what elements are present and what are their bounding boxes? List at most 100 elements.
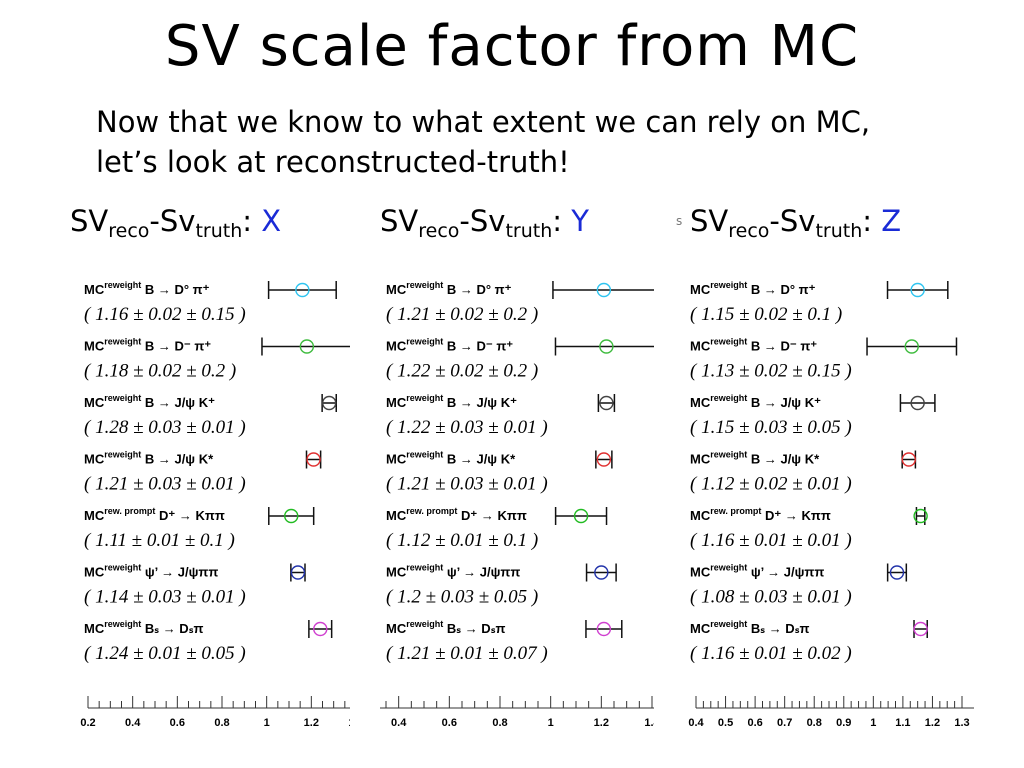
row-label: MCreweight B → D⁻ π⁺ (690, 337, 817, 354)
column-heading-x: SVreco-Svtruth: X (70, 204, 282, 242)
row-label: MCreweight ψ’ → J/ψππ (690, 563, 824, 580)
data-point (889, 565, 905, 580)
row-label: MCrew. prompt D⁺ → Kππ (690, 506, 831, 523)
row-label: MCreweight B → J/ψ K* (690, 450, 820, 467)
row-label: MCreweight B → D° π⁺ (84, 280, 210, 297)
row-value-text: ( 1.13 ± 0.02 ± 0.15 ) (690, 361, 852, 382)
row-value-text: ( 1.16 ± 0.01 ± 0.02 ) (690, 643, 852, 664)
row-value-text: ( 1.24 ± 0.01 ± 0.05 ) (84, 643, 246, 664)
row-label: MCreweight B → D⁻ π⁺ (386, 337, 513, 354)
row-value-text: ( 1.11 ± 0.01 ± 0.1 ) (84, 530, 235, 551)
chart-panel-z: 0.4 0.5 0.6 0.7 0.8 0.9 1 1.1 1.2 1.3 MCreweight B… (688, 280, 974, 729)
x-tick-label: 0.6 (170, 717, 185, 729)
data-point (321, 395, 337, 411)
x-tick-label: 1 (264, 717, 270, 729)
x-tick-label: 0.4 (391, 717, 407, 729)
row-label: MCreweight B → D° π⁺ (386, 280, 512, 297)
x-tick-label: 1.4 (348, 717, 364, 729)
data-point (913, 621, 928, 637)
x-tick-label: 1.2 (594, 717, 609, 729)
chart-plot-area: 0.4 0.6 0.8 1 1.2 1.4 (380, 281, 660, 729)
row-label: MCreweight Bₛ → Dₛπ (84, 619, 204, 636)
row-value-text: ( 1.16 ± 0.02 ± 0.15 ) (84, 304, 246, 325)
row-label: MCreweight Bₛ → Dₛπ (690, 619, 810, 636)
row-value-text: ( 1.21 ± 0.02 ± 0.2 ) (386, 304, 538, 325)
row-value-text: ( 1.15 ± 0.03 ± 0.05 ) (690, 417, 852, 438)
slide-subtitle: Now that we know to what extent we can r… (96, 102, 870, 182)
row-label: MCrew. prompt D⁺ → Kππ (84, 506, 225, 523)
row-value-text: ( 1.21 ± 0.01 ± 0.07 ) (386, 643, 548, 664)
row-label: MCreweight B → J/ψ K⁺ (84, 393, 215, 410)
chart-plot-area: 0.4 0.5 0.6 0.7 0.8 0.9 1 1.1 1.2 1.3 (688, 281, 974, 729)
subtitle-line-2: let’s look at reconstructed-truth! (96, 145, 570, 179)
data-point (594, 565, 609, 580)
subtitle-line-1: Now that we know to what extent we can r… (96, 105, 871, 139)
row-value-text: ( 1.22 ± 0.03 ± 0.01 ) (386, 417, 548, 438)
row-value-text: ( 1.18 ± 0.02 ± 0.2 ) (84, 361, 236, 382)
row-label: MCreweight B → J/ψ K⁺ (386, 393, 517, 410)
x-tick-label: 0.2 (80, 717, 95, 729)
x-tick-label: 1 (548, 717, 554, 729)
x-tick-label: 0.5 (718, 717, 733, 729)
data-point (313, 621, 328, 637)
row-label: MCreweight B → D° π⁺ (690, 280, 816, 297)
row-label: MCreweight ψ’ → J/ψππ (84, 563, 218, 580)
data-point (599, 395, 614, 411)
data-point (913, 508, 928, 524)
row-value-text: ( 1.12 ± 0.01 ± 0.1 ) (386, 530, 538, 551)
data-point (599, 339, 614, 354)
x-tick-label: 0.7 (777, 717, 792, 729)
chart-plot-area: 0.2 0.4 0.6 0.8 1 1.2 1.4 (80, 281, 364, 729)
data-point (284, 508, 299, 524)
x-tick-label: 1.3 (954, 717, 969, 729)
data-point (290, 565, 306, 580)
x-tick-label: 0.4 (125, 717, 141, 729)
axis-label-z: Z (881, 204, 902, 238)
x-tick-label: 1.1 (895, 717, 910, 729)
x-tick-label: 0.6 (442, 717, 457, 729)
row-label: MCrew. prompt D⁺ → Kππ (386, 506, 527, 523)
data-point (904, 339, 919, 354)
x-tick-label: 0.8 (492, 717, 507, 729)
data-point (306, 452, 321, 467)
row-label: MCreweight B → J/ψ K* (84, 450, 214, 467)
row-value-text: ( 1.15 ± 0.02 ± 0.1 ) (690, 304, 842, 325)
data-point (910, 282, 925, 298)
data-point (901, 452, 917, 467)
row-label: MCreweight B → J/ψ K⁺ (690, 393, 821, 410)
x-tick-label: 0.8 (214, 717, 229, 729)
column-heading-y: SVreco-Svtruth: Y (380, 204, 589, 242)
column-heading-z: SVreco-Svtruth: Z (690, 204, 902, 242)
row-value-text: ( 1.21 ± 0.03 ± 0.01 ) (386, 474, 548, 495)
axis-label-y: Y (571, 204, 589, 238)
x-tick-label: 1.4 (644, 717, 660, 729)
axis-label-x: X (261, 204, 282, 238)
row-label: MCreweight B → J/ψ K* (386, 450, 516, 467)
x-tick-label: 0.6 (747, 717, 762, 729)
data-point (910, 395, 925, 411)
stray-mark: s (676, 214, 683, 228)
row-value-text: ( 1.08 ± 0.03 ± 0.01 ) (690, 587, 852, 608)
row-label: MCreweight ψ’ → J/ψππ (386, 563, 520, 580)
x-tick-label: 1.2 (925, 717, 940, 729)
x-tick-label: 0.9 (836, 717, 851, 729)
x-tick-label: 1 (870, 717, 876, 729)
data-point (295, 282, 310, 298)
row-label: MCreweight Bₛ → Dₛπ (386, 619, 506, 636)
data-point (573, 508, 589, 524)
data-point (596, 282, 612, 298)
data-point (299, 339, 315, 354)
data-point (596, 452, 612, 467)
x-tick-label: 1.2 (304, 717, 319, 729)
x-tick-label: 0.8 (807, 717, 822, 729)
row-value-text: ( 1.14 ± 0.03 ± 0.01 ) (84, 587, 246, 608)
row-value-text: ( 1.22 ± 0.02 ± 0.2 ) (386, 361, 538, 382)
row-value-text: ( 1.16 ± 0.01 ± 0.01 ) (690, 530, 852, 551)
slide-title: SV scale factor from MC (164, 14, 860, 79)
row-value-text: ( 1.28 ± 0.03 ± 0.01 ) (84, 417, 246, 438)
row-label: MCreweight B → D⁻ π⁺ (84, 337, 211, 354)
data-point (596, 621, 612, 637)
row-value-text: ( 1.21 ± 0.03 ± 0.01 ) (84, 474, 246, 495)
